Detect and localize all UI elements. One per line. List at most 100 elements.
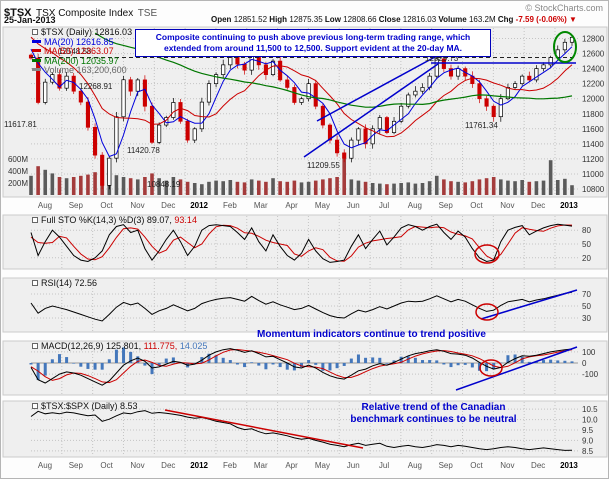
green-highlight-circle (553, 31, 577, 63)
x-axis-label: 2013 (560, 461, 578, 470)
red-highlight-circle (479, 359, 503, 377)
quote-line: Open 12851.52 High 12875.35 Low 12808.66… (211, 15, 577, 24)
x-axis-label: 2012 (190, 461, 208, 470)
x-axis-label: May (315, 201, 330, 210)
ma20-line-icon (32, 39, 41, 43)
channel-upper-line (316, 50, 447, 122)
annotation-relative: Relative trend of the Canadian benchmark… (350, 402, 517, 425)
indicator-icon (32, 343, 38, 349)
y-axis-label: 11400 (582, 140, 604, 149)
y-axis-label: 100 (582, 348, 596, 357)
x-axis-label: Sep (439, 461, 454, 470)
ratio-panel (2, 400, 608, 458)
x-axis-label: Feb (223, 461, 237, 470)
series-name: $TSX (Daily) (41, 27, 93, 37)
chart-date: 25-Jan-2013 (4, 15, 56, 25)
red-highlight-circle (475, 303, 499, 321)
legend-volume: Volume 163,200,600 (32, 65, 132, 76)
x-axis-label: Dec (161, 201, 175, 210)
x-axis-label: Nov (500, 461, 514, 470)
price-legend: $TSX (Daily) 12816.03 MA(20) 12616.85 MA… (32, 27, 132, 76)
macd-trend-line (455, 346, 578, 391)
price-label: 12529.73 (425, 54, 459, 63)
y-axis-label: 10.0 (582, 416, 598, 425)
x-axis-label: Dec (531, 201, 545, 210)
x-axis-label: Jul (379, 461, 389, 470)
x-axis-label: Nov (500, 201, 514, 210)
x-axis-label: Sep (69, 201, 84, 210)
x-axis-label: 2013 (560, 201, 578, 210)
y-axis-label: 70 (582, 290, 591, 299)
volume-value: 163.2M (468, 15, 496, 24)
price-label: 11420.78 (127, 146, 160, 155)
candlestick-icon (32, 29, 38, 35)
x-axis-label: Sep (69, 461, 84, 470)
y-axis-label: 12800 (582, 35, 605, 44)
volume-bar-icon (32, 68, 41, 71)
y-axis-label: 20 (582, 254, 591, 263)
y-axis-label: -100 (582, 370, 599, 379)
y-axis-label: 11000 (582, 170, 604, 179)
y-axis-label: 9.5 (582, 426, 594, 435)
y-axis-label: 12600 (582, 50, 605, 59)
price-label: 11761.34 (465, 121, 498, 130)
symbol: $TSX (4, 7, 32, 19)
x-axis-label: Mar (254, 461, 268, 470)
y-axis-label: 50 (582, 240, 591, 249)
chart-header: $TSX TSX Composite Index TSE (4, 3, 157, 21)
macd-legend: MACD(12,26,9) 125.801, 111.775, 14.025 (32, 341, 207, 352)
y-axis-label: 12400 (582, 65, 605, 74)
open-label: Open (211, 15, 232, 24)
y-axis-label: 50 (582, 302, 591, 311)
close-label: Close (378, 15, 401, 24)
volume-axis-label: 600M (8, 155, 28, 164)
chg-label: Chg (497, 15, 514, 24)
y-axis-label: 12000 (582, 95, 605, 104)
x-axis-label: Apr (285, 201, 298, 210)
x-axis-label: Feb (223, 201, 237, 210)
legend-ma20: MA(20) 12616.85 (32, 37, 132, 48)
price-label: 11209.55 (307, 161, 340, 170)
price-label: 10848.19 (147, 180, 181, 189)
high-value: 12875.35 (289, 15, 323, 24)
low-value: 12808.66 (343, 15, 377, 24)
y-axis-label: 10800 (582, 185, 605, 194)
x-axis-label: Dec (161, 461, 175, 470)
close-value: 12816.03 (402, 15, 437, 24)
y-axis-label: 12200 (582, 80, 605, 89)
rsi-panel (2, 277, 608, 333)
x-axis-label: Jun (347, 461, 360, 470)
x-axis-label: Dec (531, 461, 545, 470)
y-axis-label: 8.5 (582, 447, 594, 456)
ma200-line-icon (32, 58, 41, 62)
y-axis-label: 0 (582, 359, 587, 368)
x-axis-label: Mar (254, 201, 268, 210)
high-label: High (269, 15, 288, 24)
x-axis-label: Oct (100, 461, 113, 470)
x-axis-label: 2012 (190, 201, 208, 210)
price-label: 12548.58 (58, 47, 92, 56)
y-axis-label: 11600 (582, 125, 604, 134)
copyright: © StockCharts.com (525, 3, 603, 13)
exchange: TSE (137, 8, 158, 19)
ratio-legend: $TSX:$SPX (Daily) 8.53 (32, 401, 138, 412)
y-axis-label: 11800 (582, 110, 604, 119)
open-value: 12851.52 (233, 15, 268, 24)
ma50-line-icon (32, 49, 41, 52)
ratio-down-trend-line (164, 409, 364, 449)
x-axis-label: Aug (408, 201, 422, 210)
sto-panel (2, 214, 608, 270)
x-axis-label: Oct (470, 461, 483, 470)
x-axis-label: Aug (38, 461, 52, 470)
indicator-icon (32, 403, 38, 409)
y-axis-label: 10.5 (582, 405, 598, 414)
price-label: 12268.91 (79, 82, 113, 91)
x-axis-label: May (315, 461, 330, 470)
price-legend-row: $TSX (Daily) 12816.03 (32, 27, 132, 38)
x-axis-label: Nov (130, 461, 144, 470)
y-axis-label: 11200 (582, 155, 604, 164)
annotation-breakout-box: Composite continuing to push above previ… (135, 29, 491, 57)
legend-ma200: MA(200) 12035.97 (32, 56, 132, 67)
